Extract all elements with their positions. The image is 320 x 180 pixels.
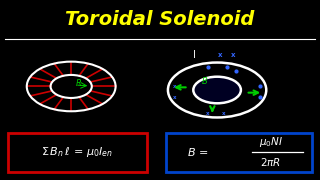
FancyBboxPatch shape (8, 132, 147, 172)
Text: x: x (231, 52, 235, 58)
Text: $2\pi R$: $2\pi R$ (260, 156, 282, 168)
Text: $\Sigma\, B_n\, \ell\, =\, \mu_0 I_{en}$: $\Sigma\, B_n\, \ell\, =\, \mu_0 I_{en}$ (41, 145, 114, 159)
FancyBboxPatch shape (166, 132, 312, 172)
Text: x: x (222, 111, 225, 116)
Text: R: R (76, 79, 82, 88)
Text: I: I (194, 50, 196, 60)
Text: Toroidal Solenoid: Toroidal Solenoid (65, 10, 255, 29)
Text: B: B (202, 77, 207, 86)
Text: $\mu_0 N I$: $\mu_0 N I$ (259, 135, 283, 149)
Circle shape (193, 77, 241, 103)
Text: x: x (206, 111, 209, 116)
Text: $B\, =\,$: $B\, =\,$ (187, 146, 209, 158)
Text: x: x (218, 52, 222, 58)
Text: x: x (172, 94, 176, 100)
Text: x: x (172, 84, 176, 89)
